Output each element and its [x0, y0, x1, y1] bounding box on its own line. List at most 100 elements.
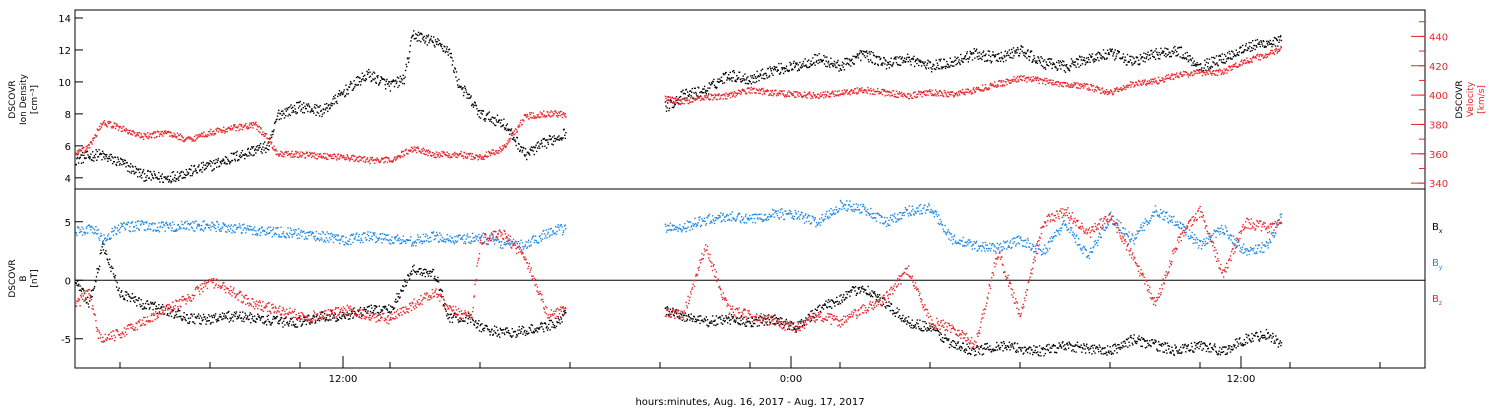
data-point	[390, 160, 393, 163]
data-point	[260, 128, 262, 130]
data-point	[1278, 39, 1281, 41]
data-point	[1006, 52, 1008, 55]
data-point	[533, 146, 535, 148]
data-point	[135, 171, 137, 174]
data-point	[169, 175, 172, 177]
data-point	[1091, 85, 1093, 88]
data-point	[906, 56, 908, 59]
data-point	[483, 119, 485, 121]
data-point	[877, 64, 879, 67]
data-point	[199, 322, 201, 325]
data-point	[1034, 78, 1036, 80]
data-point	[815, 54, 817, 56]
data-point	[707, 95, 709, 97]
data-point	[411, 273, 413, 275]
data-point	[1222, 71, 1224, 74]
data-point	[871, 62, 874, 64]
data-point	[855, 57, 857, 59]
data-point	[552, 144, 554, 146]
data-point	[1158, 51, 1160, 54]
data-point	[265, 147, 268, 149]
data-point	[1249, 57, 1252, 60]
data-point	[511, 134, 513, 137]
data-point	[1187, 76, 1190, 78]
data-point	[176, 178, 178, 180]
data-point	[903, 57, 906, 59]
data-point	[1219, 68, 1221, 71]
data-point	[381, 157, 383, 159]
data-point	[686, 318, 689, 320]
data-point	[185, 174, 187, 177]
data-point	[148, 136, 151, 138]
data-point	[737, 322, 739, 324]
data-point	[106, 126, 108, 128]
data-point	[816, 54, 819, 57]
data-point	[201, 136, 203, 138]
data-point	[244, 153, 246, 155]
data-point	[401, 290, 403, 292]
data-point	[877, 90, 879, 93]
data-point	[985, 53, 987, 55]
data-point	[415, 273, 418, 275]
data-point	[698, 315, 701, 317]
data-point	[1058, 85, 1060, 88]
data-point	[207, 320, 209, 322]
data-point	[224, 161, 226, 164]
data-point	[478, 110, 480, 112]
data-point	[832, 65, 834, 68]
data-point	[733, 70, 735, 72]
data-point	[774, 314, 776, 316]
data-point	[740, 319, 742, 322]
data-point	[935, 89, 937, 91]
data-point	[1033, 57, 1036, 59]
data-point	[499, 146, 501, 148]
data-point	[1183, 56, 1185, 59]
data-point	[468, 97, 470, 99]
data-point	[544, 145, 546, 147]
data-point	[1145, 53, 1147, 55]
data-point	[274, 318, 276, 320]
data-point	[125, 166, 127, 168]
data-point	[1253, 44, 1256, 47]
data-point	[505, 124, 507, 127]
data-point	[964, 91, 967, 93]
data-point	[1124, 86, 1126, 88]
data-point	[83, 152, 86, 154]
data-point	[1094, 60, 1096, 62]
data-point	[183, 139, 186, 141]
data-point	[223, 159, 225, 161]
data-point	[88, 144, 90, 146]
data-point	[420, 40, 422, 43]
data-point	[533, 153, 535, 156]
data-point	[523, 331, 525, 333]
data-point	[815, 61, 817, 63]
data-point	[541, 323, 544, 325]
data-point	[665, 105, 667, 107]
data-point	[1115, 57, 1117, 60]
data-point	[932, 65, 934, 68]
data-point	[1240, 46, 1242, 49]
data-point	[352, 87, 355, 90]
data-point	[1080, 83, 1082, 85]
data-point	[198, 164, 200, 166]
data-point	[933, 94, 936, 96]
data-point	[540, 116, 542, 118]
data-point	[672, 100, 675, 103]
data-point	[734, 92, 737, 94]
data-point	[803, 95, 805, 97]
data-point	[843, 294, 845, 296]
data-point	[267, 142, 269, 144]
data-point	[901, 56, 903, 58]
data-point	[457, 153, 459, 156]
data-point	[885, 60, 887, 62]
data-point	[468, 153, 470, 155]
data-point	[712, 94, 715, 96]
data-point	[818, 59, 820, 61]
data-point	[517, 126, 520, 129]
data-point	[1032, 79, 1034, 81]
data-point	[674, 310, 677, 312]
data-point	[727, 322, 729, 324]
data-point	[674, 97, 676, 99]
data-point	[518, 143, 520, 145]
data-point	[1167, 48, 1169, 50]
